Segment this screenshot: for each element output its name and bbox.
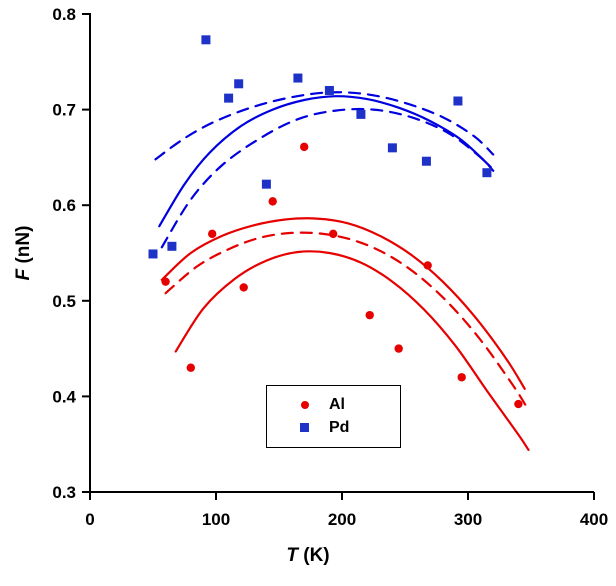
svg-text:0.3: 0.3 [52, 483, 76, 502]
svg-text:0: 0 [85, 510, 94, 529]
x-axis-label: T (K) [0, 545, 616, 567]
svg-text:200: 200 [328, 510, 356, 529]
svg-text:0.6: 0.6 [52, 196, 76, 215]
svg-text:0.4: 0.4 [52, 387, 76, 406]
y-axis-variable: F [13, 268, 34, 281]
svg-text:0.7: 0.7 [52, 101, 76, 120]
svg-text:0.5: 0.5 [52, 292, 76, 311]
svg-text:0.8: 0.8 [52, 5, 76, 24]
y-axis-label: F (nN) [13, 226, 35, 281]
legend-item-pd: Pd [267, 416, 400, 439]
legend-label-pd: Pd [329, 418, 350, 436]
legend: Al Pd [266, 385, 401, 448]
svg-text:400: 400 [580, 510, 608, 529]
x-axis-variable: T [286, 545, 298, 566]
svg-text:300: 300 [454, 510, 482, 529]
legend-item-al: Al [267, 393, 400, 416]
al-circle-marker-icon [301, 400, 309, 409]
pd-square-marker-icon [300, 423, 309, 432]
y-axis-unit: (nN) [13, 225, 34, 264]
legend-label-al: Al [329, 395, 345, 413]
svg-text:100: 100 [202, 510, 230, 529]
x-axis-unit: (K) [303, 545, 330, 566]
